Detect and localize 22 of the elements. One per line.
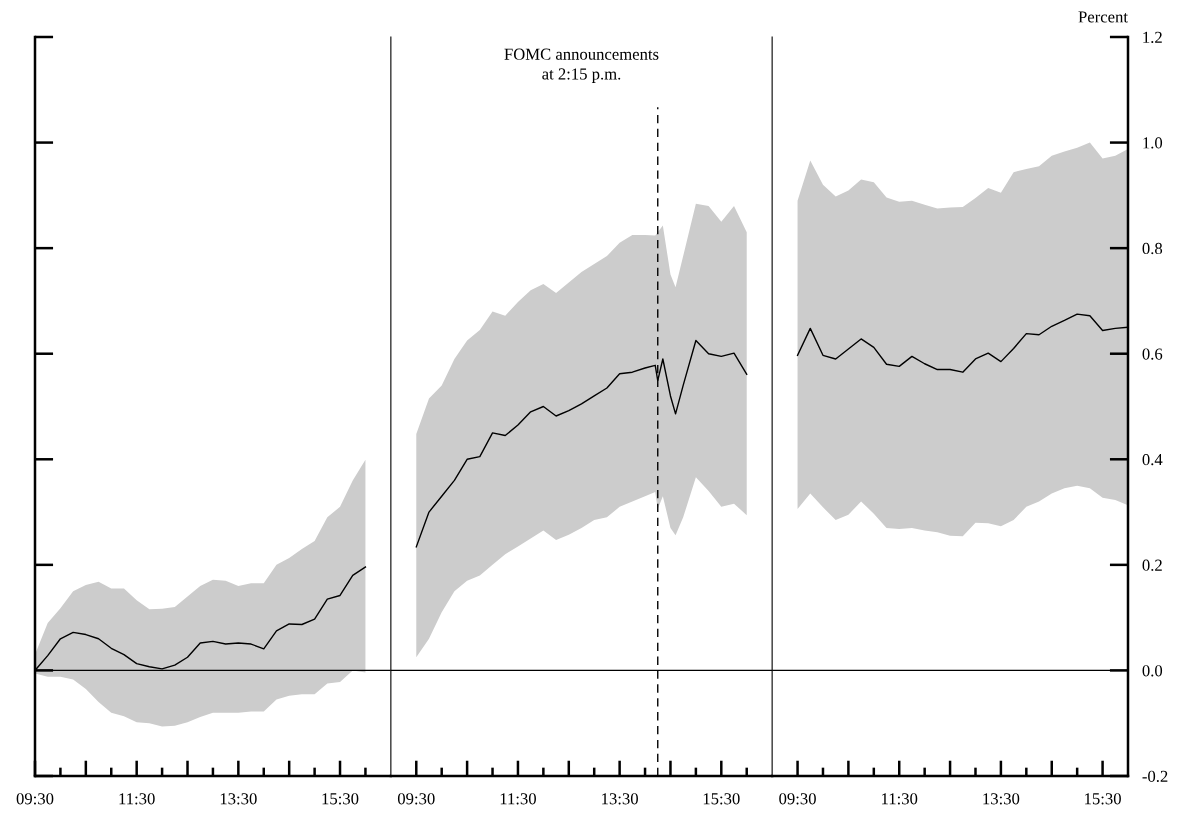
x-tick-label: 11:30	[119, 793, 155, 805]
y-tick-label: 1.0	[1143, 137, 1163, 149]
y-tick-label: 0.0	[1142, 665, 1163, 677]
x-tick-label: 11:30	[882, 793, 918, 805]
x-tick-label: 11:30	[500, 793, 536, 805]
x-tick-label: 13:30	[602, 793, 638, 805]
x-tick-label: 09:30	[397, 793, 435, 805]
y-tick-label: -0.2	[1142, 770, 1168, 783]
x-tick-label: 09:30	[16, 793, 54, 805]
y-tick-label: 0.4	[1142, 453, 1163, 466]
y-tick-label: 0.2	[1142, 559, 1162, 571]
x-tick-label: 09:30	[779, 793, 816, 805]
x-tick-label: 15:30	[322, 793, 359, 805]
y-axis-title: Percent	[1078, 11, 1128, 23]
y-tick-label: 1.2	[1143, 31, 1162, 44]
y-tick-label: 0.8	[1142, 242, 1163, 255]
x-tick-label: 15:30	[703, 793, 740, 805]
annotation: FOMC announcements at 2:15 p.m.	[504, 48, 659, 83]
x-tick-label: 13:30	[983, 793, 1020, 805]
y-tick-label: 0.6	[1142, 348, 1163, 360]
x-tick-label: 13:30	[220, 793, 257, 805]
x-tick-label: 15:30	[1085, 793, 1121, 805]
